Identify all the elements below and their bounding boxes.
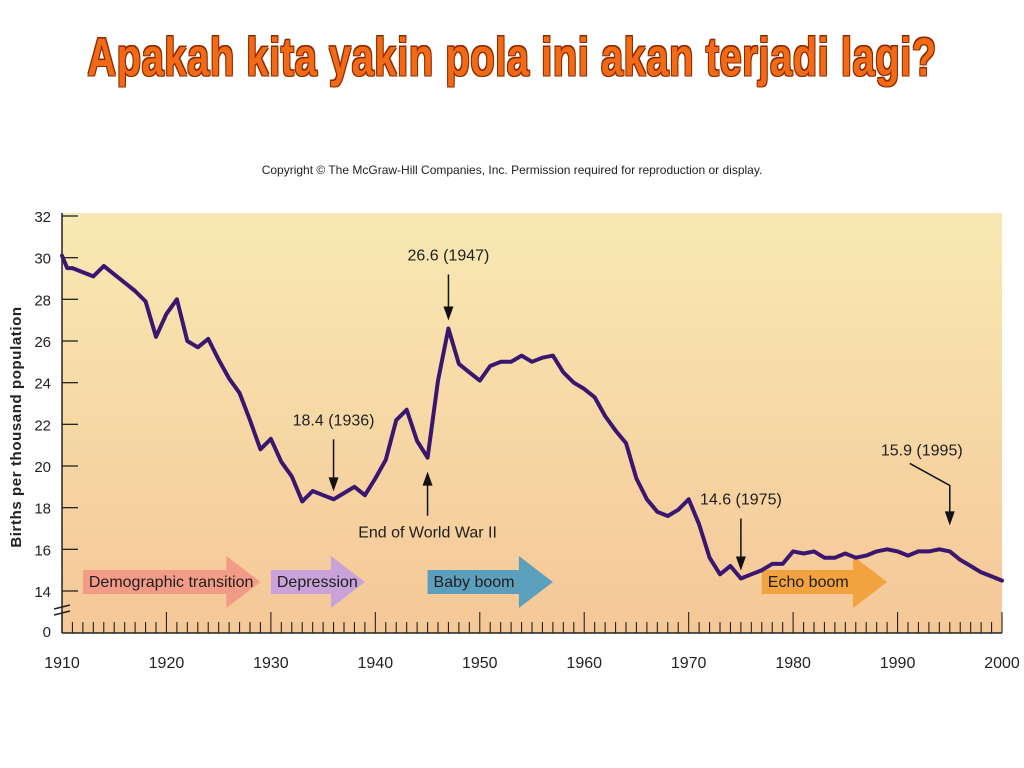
x-tick-label: 1990: [880, 655, 916, 672]
annotation-arrowhead: [422, 471, 433, 486]
plot-background: [62, 213, 1002, 633]
series-line-path: [60, 253, 1004, 583]
x-tick-label: 1920: [149, 655, 185, 672]
y-tick-label: 20: [34, 459, 51, 476]
y-tick-label: 32: [34, 209, 51, 226]
phase-arrows: Demographic transition Depression Baby boo…: [82, 556, 888, 608]
annotation-arrowhead: [328, 477, 339, 492]
y-tick-label: 30: [34, 251, 51, 268]
x-tick-label: 2000: [984, 655, 1020, 672]
annotation-label: End of World War II: [358, 525, 497, 542]
y-tick-label: 28: [34, 292, 51, 309]
axes: 32 30 28 26 24 22 20 18 16 14 0 1910 1920 1930 1940 195…: [34, 209, 1020, 672]
annotation-arrowhead: [944, 511, 955, 526]
phase-arrow: [270, 556, 365, 608]
x-tick-label: 1960: [566, 655, 602, 672]
phase-label: Baby boom: [434, 574, 515, 591]
annotation-label: 18.4 (1936): [293, 412, 375, 429]
annotation-label: 14.6 (1975): [700, 492, 782, 509]
x-tick-label: 1970: [671, 655, 707, 672]
annotations: 26.6 (1947) 18.4 (1936) End of World War I…: [293, 248, 963, 571]
y-tick-label: 16: [34, 542, 51, 559]
phase-label: Demographic transition: [89, 574, 254, 591]
y-axis-label: Births per thousand population: [8, 306, 25, 547]
phase-label: Depression: [277, 574, 358, 591]
annotation-arrow: [909, 462, 951, 516]
y-tick-label: 18: [34, 501, 51, 518]
y-tick-label: 24: [34, 376, 51, 393]
x-tick-label: 1930: [253, 655, 289, 672]
annotation-label: 15.9 (1995): [881, 442, 963, 459]
phase-arrow: [761, 556, 888, 608]
phase-label: Echo boom: [768, 574, 849, 591]
phase-arrow: [427, 556, 553, 608]
x-tick-label: 1910: [44, 655, 80, 672]
axis-break-mark: [53, 604, 71, 610]
annotation-arrowhead: [735, 556, 746, 571]
y-tick-label: 22: [34, 417, 51, 434]
phase-arrow: [82, 556, 261, 608]
y-zero-label: 0: [43, 624, 51, 641]
y-tick-label: 14: [34, 584, 51, 601]
x-tick-label: 1950: [462, 655, 498, 672]
copyright-notice: Copyright © The McGraw-Hill Companies, I…: [261, 163, 763, 177]
y-tick-label: 26: [34, 334, 51, 351]
x-tick-label: 1940: [358, 655, 394, 672]
series-line: [60, 253, 1004, 583]
annotation-label: 26.6 (1947): [408, 248, 490, 265]
annotation-arrowhead: [443, 306, 454, 321]
slide-title: Apakah kita yakin pola ini akan terjadi …: [87, 28, 937, 88]
x-tick-label: 1980: [775, 655, 811, 672]
